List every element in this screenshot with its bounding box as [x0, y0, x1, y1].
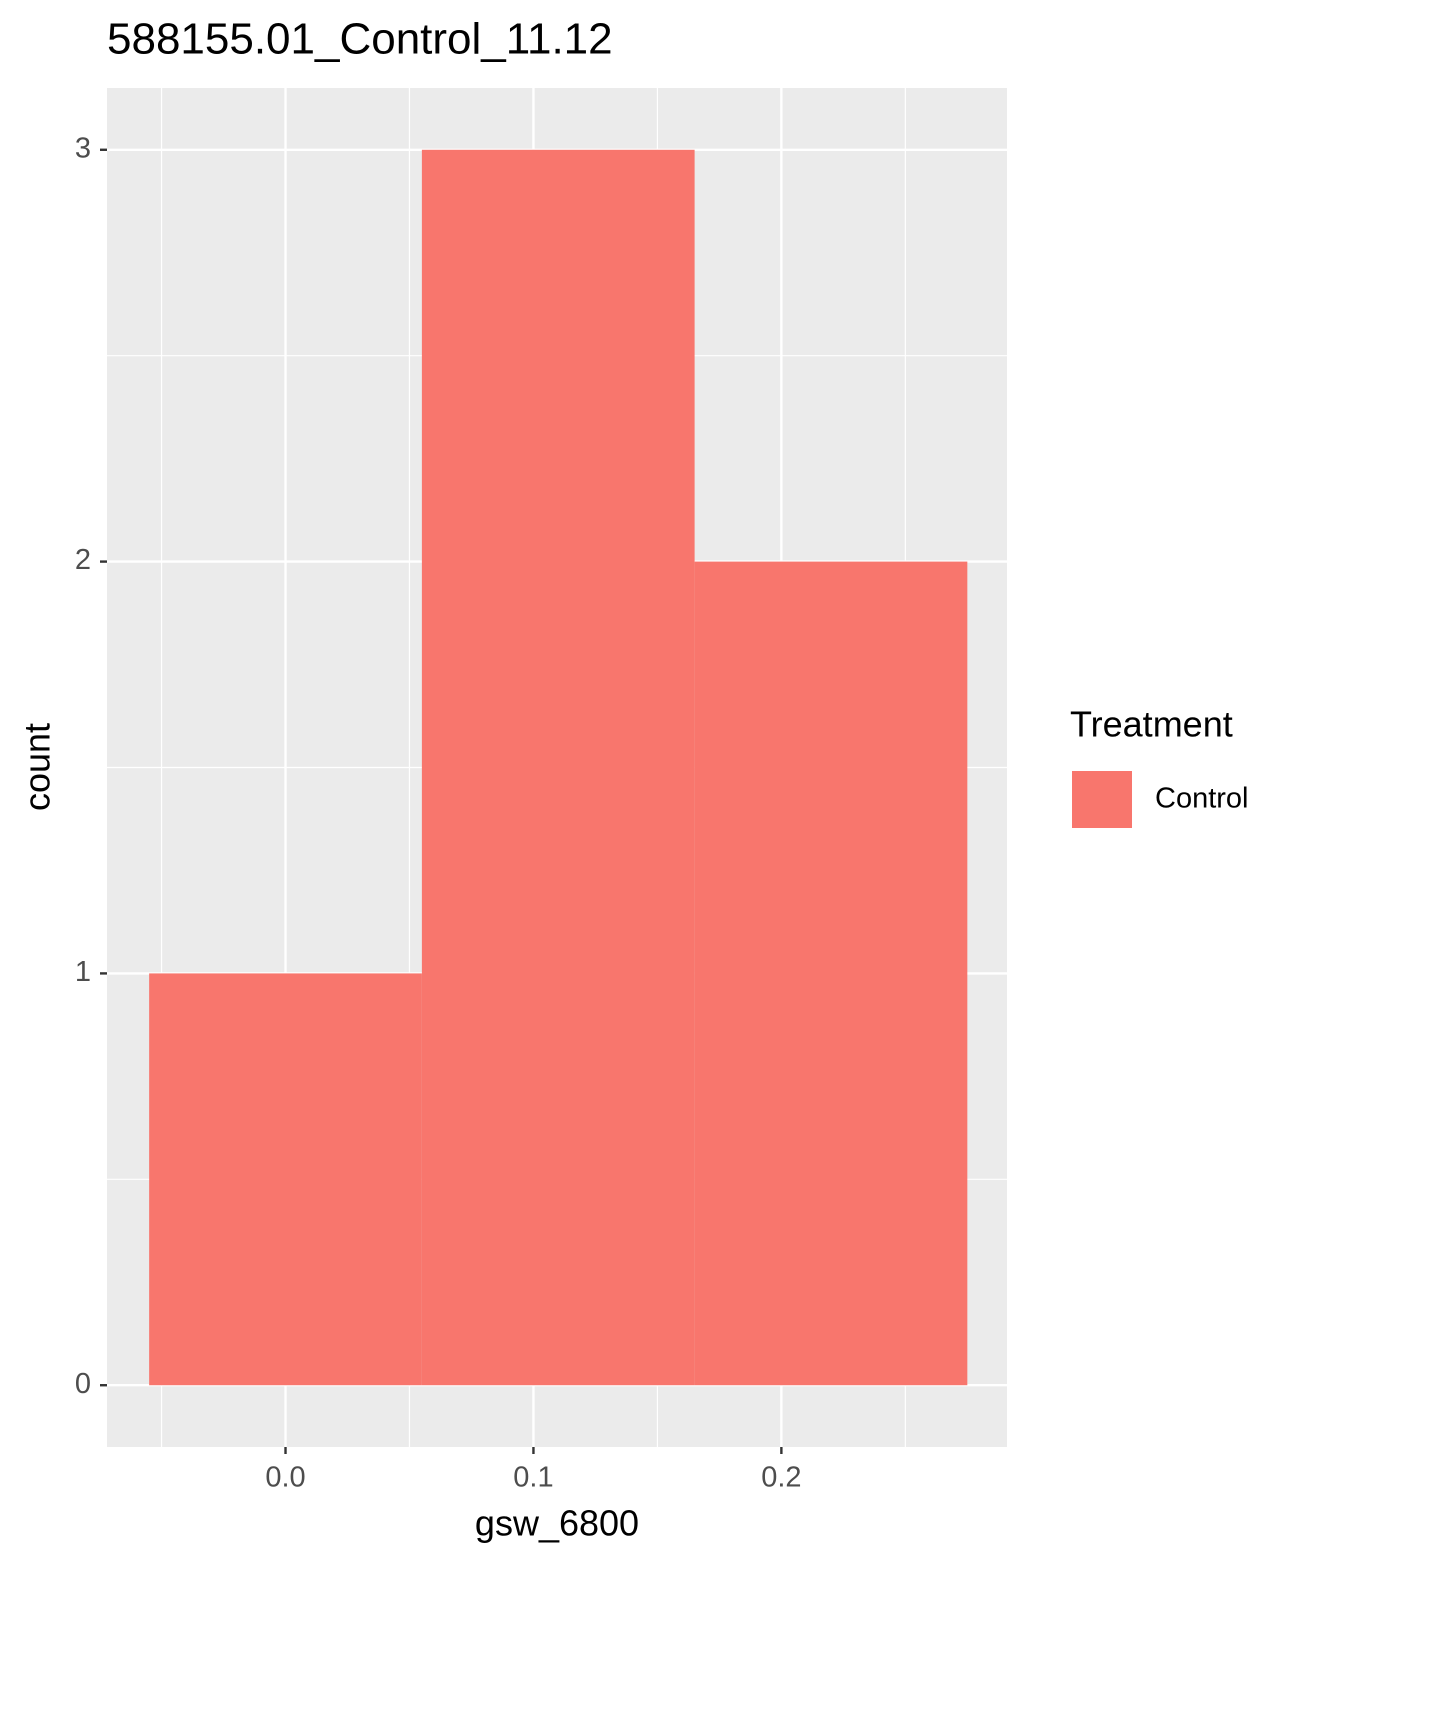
x-tick-label: 0.1 [513, 1462, 553, 1494]
bar [694, 561, 968, 1386]
bar [149, 973, 422, 1386]
y-axis-label: count [17, 723, 58, 811]
y-tick-label: 1 [75, 956, 91, 988]
x-axis-label: gsw_6800 [475, 1503, 639, 1544]
x-tick-label: 0.2 [761, 1462, 801, 1494]
y-tick-label: 0 [75, 1368, 91, 1400]
y-tick-label: 3 [75, 132, 91, 164]
chart-title: 588155.01_Control_11.12 [107, 15, 613, 64]
y-tick-label: 2 [75, 544, 91, 576]
x-tick-label: 0.0 [265, 1462, 305, 1494]
legend-label: Control [1155, 783, 1249, 815]
bar [421, 149, 695, 1386]
legend-swatch [1070, 769, 1134, 830]
legend-title: Treatment [1070, 704, 1233, 745]
